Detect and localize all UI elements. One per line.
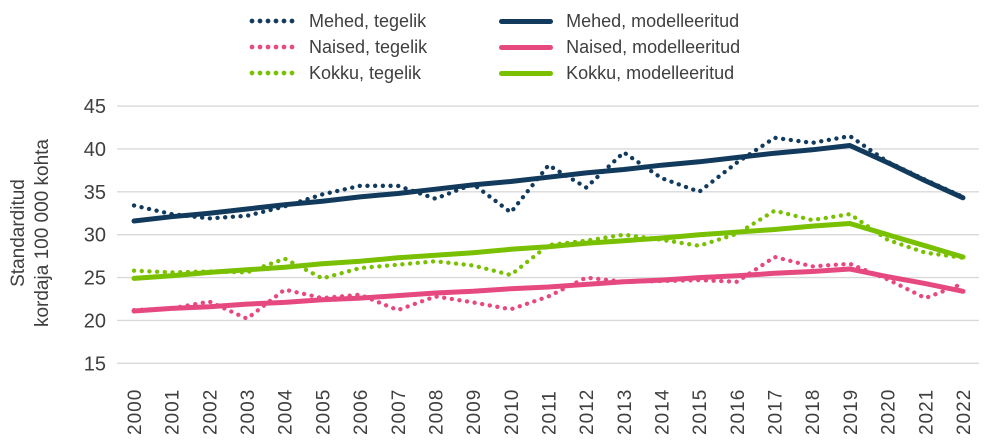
x-tick-label-2020: 2020 bbox=[879, 389, 900, 435]
y-tick-label-25: 25 bbox=[84, 268, 106, 290]
x-tick-label-2009: 2009 bbox=[464, 389, 485, 435]
x-tick-label-2013: 2013 bbox=[615, 389, 636, 435]
x-tick-label-2019: 2019 bbox=[841, 389, 862, 435]
y-tick-label-30: 30 bbox=[84, 225, 106, 247]
legend-swatch-mehed-tegelik bbox=[248, 18, 296, 24]
legend-item-naised-tegelik: Naised, tegelik bbox=[248, 34, 427, 60]
x-tick-label-2010: 2010 bbox=[502, 389, 523, 435]
y-tick-label-45: 45 bbox=[84, 96, 106, 118]
legend-label-mehed-tegelik: Mehed, tegelik bbox=[309, 10, 427, 31]
legend-column-2: Mehed, modelleeritud Naised, modelleeritu… bbox=[499, 8, 740, 86]
x-tick-label-2002: 2002 bbox=[200, 389, 221, 435]
x-tick-label-2022: 2022 bbox=[954, 389, 975, 435]
x-tick-label-2016: 2016 bbox=[728, 389, 749, 435]
series-line-mehed-modelleeritud bbox=[131, 143, 966, 224]
y-tick-label-35: 35 bbox=[84, 182, 106, 204]
legend-swatch-kokku-modelleeritud bbox=[499, 70, 554, 76]
legend-item-kokku-modelleeritud: Kokku, modelleeritud bbox=[499, 60, 740, 86]
legend-label-kokku-modelleeritud: Kokku, modelleeritud bbox=[566, 62, 735, 83]
x-tick-label-2001: 2001 bbox=[163, 389, 184, 435]
legend-item-kokku-tegelik: Kokku, tegelik bbox=[248, 60, 427, 86]
y-tick-label-15: 15 bbox=[84, 353, 106, 375]
legend-column-1: Mehed, tegelik Naised, tegelik Kokku, tege… bbox=[248, 8, 427, 86]
legend-swatch-naised-tegelik bbox=[248, 44, 296, 50]
x-tick-label-2021: 2021 bbox=[916, 389, 937, 435]
legend-swatch-kokku-tegelik bbox=[248, 70, 296, 76]
legend-label-naised-modelleeritud: Naised, modelleeritud bbox=[566, 36, 741, 57]
series-line-mehed-tegelik bbox=[131, 133, 966, 221]
legend-item-mehed-tegelik: Mehed, tegelik bbox=[248, 8, 427, 34]
series-line-kokku-modelleeritud bbox=[131, 221, 966, 281]
legend-item-naised-modelleeritud: Naised, modelleeritud bbox=[499, 34, 740, 60]
x-tick-label-2000: 2000 bbox=[125, 389, 146, 435]
x-tick-label-2015: 2015 bbox=[690, 389, 711, 435]
legend-label-kokku-tegelik: Kokku, tegelik bbox=[309, 62, 422, 83]
series-line-kokku-tegelik bbox=[131, 208, 966, 281]
y-tick-label-20: 20 bbox=[84, 310, 106, 332]
legend-swatch-naised-modelleeritud bbox=[499, 44, 554, 50]
x-tick-label-2014: 2014 bbox=[653, 389, 674, 435]
x-tick-label-2017: 2017 bbox=[766, 389, 787, 435]
x-tick-label-2004: 2004 bbox=[276, 389, 297, 435]
series-line-naised-tegelik bbox=[131, 254, 966, 321]
series-line-naised-modelleeritud bbox=[131, 266, 966, 314]
legend-label-mehed-modelleeritud: Mehed, modelleeritud bbox=[566, 10, 740, 31]
x-tick-label-2011: 2011 bbox=[539, 390, 560, 435]
x-tick-label-2018: 2018 bbox=[803, 389, 824, 435]
x-tick-label-2008: 2008 bbox=[426, 389, 447, 435]
legend-label-naised-tegelik: Naised, tegelik bbox=[309, 36, 428, 57]
legend: Mehed, tegelik Naised, tegelik Kokku, tege… bbox=[248, 8, 740, 86]
x-tick-label-2012: 2012 bbox=[577, 389, 598, 435]
y-tick-label-40: 40 bbox=[84, 139, 106, 161]
legend-item-mehed-modelleeritud: Mehed, modelleeritud bbox=[499, 8, 740, 34]
x-tick-label-2005: 2005 bbox=[313, 389, 334, 435]
x-tick-label-2003: 2003 bbox=[238, 389, 259, 435]
x-tick-label-2007: 2007 bbox=[389, 389, 410, 435]
x-tick-label-2006: 2006 bbox=[351, 389, 372, 435]
legend-swatch-mehed-modelleeritud bbox=[499, 18, 554, 24]
